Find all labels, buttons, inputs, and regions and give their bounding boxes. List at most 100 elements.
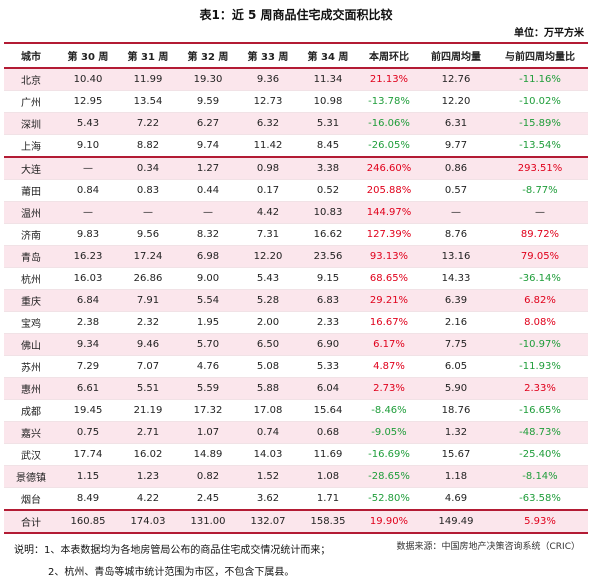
value-cell: 3.38 [298,157,358,180]
value-cell: 6.90 [298,333,358,356]
header-cell: 城市 [4,42,58,69]
value-cell: 11.99 [118,68,178,91]
value-cell: — [178,201,238,224]
value-cell: 9.56 [118,223,178,246]
city-cell: 景德镇 [4,465,58,488]
value-cell: -11.16% [492,68,588,91]
value-cell: 17.08 [238,399,298,422]
value-cell: 79.05% [492,245,588,268]
value-cell: 93.13% [358,245,420,268]
city-cell: 苏州 [4,355,58,378]
value-cell: 9.59 [178,90,238,113]
value-cell: 16.03 [58,267,118,290]
value-cell: 2.32 [118,311,178,334]
value-cell: 2.00 [238,311,298,334]
city-cell: 北京 [4,68,58,91]
city-cell: 成都 [4,399,58,422]
value-cell: 13.16 [420,245,492,268]
value-cell: 160.85 [58,509,118,534]
value-cell: -13.78% [358,90,420,113]
header-cell: 第 32 周 [178,42,238,69]
city-cell: 惠州 [4,377,58,400]
table-row: 北京 10.40 11.99 19.30 9.36 11.34 21.13% 12.76 -11… [4,68,588,91]
table-row: 成都 19.45 21.19 17.32 17.08 15.64 -8.46% 18.76 -1… [4,399,588,422]
value-cell: 26.86 [118,267,178,290]
table-row: 杭州 16.03 26.86 9.00 5.43 9.15 68.65% 14.33 -36.1… [4,267,588,290]
table-row: 惠州 6.61 5.51 5.59 5.88 6.04 2.73% 5.90 2.33% [4,377,588,400]
value-cell: 1.23 [118,465,178,488]
value-cell: 16.67% [358,311,420,334]
value-cell: -36.14% [492,267,588,290]
value-cell: 17.74 [58,443,118,466]
table-row: 温州 — — —4.42 10.83 144.97% — — [4,201,588,224]
table-row: 嘉兴 0.75 2.71 1.07 0.74 0.68 -9.05% 1.32 -48.73% [4,421,588,444]
city-cell: 烟台 [4,487,58,511]
value-cell: 19.30 [178,68,238,91]
table-row: 烟台 8.49 4.22 2.45 3.62 1.71 -52.80% 4.69 -63.58% [4,487,588,511]
value-cell: 0.84 [58,179,118,202]
value-cell: 89.72% [492,223,588,246]
value-cell: 19.90% [358,509,420,534]
value-cell: -52.80% [358,487,420,511]
value-cell: 8.76 [420,223,492,246]
table-row: 上海 9.10 8.82 9.74 11.42 8.45 -26.05% 9.77 -13.54… [4,134,588,158]
value-cell: 8.45 [298,134,358,158]
value-cell: 17.32 [178,399,238,422]
value-cell: -25.40% [492,443,588,466]
value-cell: 9.10 [58,134,118,158]
value-cell: 15.64 [298,399,358,422]
value-cell: 19.45 [58,399,118,422]
value-cell: 6.04 [298,377,358,400]
value-cell: 0.75 [58,421,118,444]
value-cell: 5.31 [298,112,358,135]
value-cell: 14.33 [420,267,492,290]
value-cell: 21.19 [118,399,178,422]
table-row: 深圳 5.43 7.22 6.27 6.32 5.31 -16.06% 6.31 -15.89% [4,112,588,135]
value-cell: 9.36 [238,68,298,91]
value-cell: 11.42 [238,134,298,158]
table-title: 表1：近 5 周商品住宅成交面积比较 [199,8,393,22]
value-cell: 12.95 [58,90,118,113]
value-cell: 9.77 [420,134,492,158]
value-cell: 9.00 [178,267,238,290]
value-cell: 4.87% [358,355,420,378]
value-cell: 5.59 [178,377,238,400]
value-cell: 23.56 [298,245,358,268]
value-cell: 2.33% [492,377,588,400]
value-cell: 7.31 [238,223,298,246]
value-cell: 68.65% [358,267,420,290]
value-cell: 12.76 [420,68,492,91]
table-row: 青岛 16.23 17.24 6.98 12.20 23.56 93.13% 13.16 79.… [4,245,588,268]
value-cell: 9.15 [298,267,358,290]
header-cell: 第 34 周 [298,42,358,69]
value-cell: -10.02% [492,90,588,113]
value-cell: 144.97% [358,201,420,224]
table-row: 大连 —0.34 1.27 0.98 3.38 246.60% 0.86 293.51% [4,157,588,180]
value-cell: 16.02 [118,443,178,466]
value-cell: 6.82% [492,289,588,312]
value-cell: 6.32 [238,112,298,135]
table-row: 宝鸡 2.38 2.32 1.95 2.00 2.33 16.67% 2.16 8.08% [4,311,588,334]
value-cell: 6.27 [178,112,238,135]
table-row: 苏州 7.29 7.07 4.76 5.08 5.33 4.87% 6.05 -11.93% [4,355,588,378]
value-cell: 6.83 [298,289,358,312]
value-cell: -8.14% [492,465,588,488]
value-cell: 0.34 [118,157,178,180]
value-cell: 4.69 [420,487,492,511]
data-table: 城市 第 30 周 第 31 周 第 32 周 第 33 周 第 34 周 本周… [4,42,588,534]
city-cell: 深圳 [4,112,58,135]
value-cell: 0.86 [420,157,492,180]
value-cell: 16.23 [58,245,118,268]
city-cell: 武汉 [4,443,58,466]
city-cell: 上海 [4,134,58,158]
value-cell: 158.35 [298,509,358,534]
city-cell: 重庆 [4,289,58,312]
value-cell: -16.06% [358,112,420,135]
value-cell: 0.68 [298,421,358,444]
header-cell: 第 31 周 [118,42,178,69]
value-cell: 0.82 [178,465,238,488]
city-cell: 佛山 [4,333,58,356]
value-cell: 9.34 [58,333,118,356]
value-cell: -11.93% [492,355,588,378]
header-cell: 第 33 周 [238,42,298,69]
